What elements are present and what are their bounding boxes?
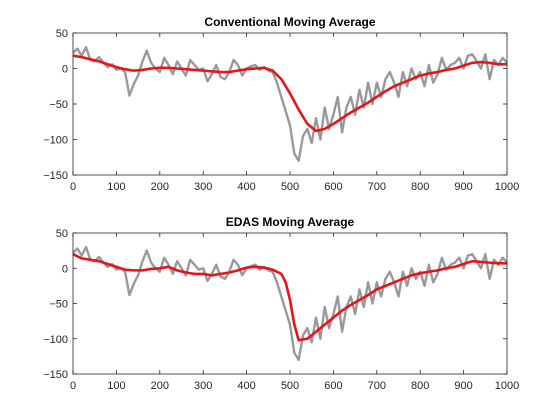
raw-signal-line-bottom: [72, 245, 508, 362]
x-tick-label-top: 400: [237, 181, 255, 193]
subplot-top: Conventional Moving Average 0 100 200 300 40…: [43, 15, 519, 193]
x-tick-label-bottom: 400: [237, 380, 255, 392]
x-tick-label-top: 100: [107, 181, 125, 193]
x-tick-label-top: 0: [70, 181, 76, 193]
y-tick-label-bottom: −150: [43, 369, 68, 381]
y-tick-label-top: −50: [49, 99, 68, 111]
x-tick-label-bottom: 300: [194, 380, 212, 392]
y-tick-label-top: −150: [43, 170, 68, 182]
x-tick-label-top: 800: [411, 181, 429, 193]
chart-title-top: Conventional Moving Average: [204, 15, 375, 29]
x-tick-label-bottom: 800: [411, 380, 429, 392]
x-tick-label-top: 700: [368, 181, 386, 193]
y-tick-label-bottom: −100: [43, 334, 68, 346]
y-tick-label-top: −100: [43, 135, 68, 147]
x-tick-label-top: 600: [324, 181, 342, 193]
moving-average-line-bottom: [72, 252, 507, 342]
y-tick-label-top: 0: [62, 64, 68, 76]
plot-area-top: 0 100 200 300 400 500 600 700 800 900 1000500−50−1…: [43, 28, 519, 193]
x-tick-label-top: 900: [454, 181, 472, 193]
x-tick-label-bottom: 0: [70, 380, 76, 392]
x-tick-label-bottom: 200: [151, 380, 169, 392]
x-tick-label-bottom: 700: [368, 380, 386, 392]
x-tick-label-bottom: 900: [454, 380, 472, 392]
x-tick-label-top: 1000: [495, 181, 519, 193]
axes-box-bottom: [72, 232, 508, 375]
chart-title-bottom: EDAS Moving Average: [226, 215, 355, 229]
subplot-bottom: EDAS Moving Average 0 100 200 300 400 500 600 7…: [43, 215, 519, 392]
x-tick-label-top: 300: [194, 181, 212, 193]
y-tick-label-bottom: 50: [56, 228, 68, 240]
x-tick-label-top: 200: [151, 181, 169, 193]
axes-box-top: [72, 32, 508, 176]
raw-signal-line-top: [72, 46, 508, 163]
y-tick-label-top: 50: [56, 28, 68, 40]
x-tick-label-bottom: 600: [324, 380, 342, 392]
plot-area-bottom: 0 100 200 300 400 500 600 700 800 900 1000500−50−1…: [43, 228, 519, 392]
y-tick-label-bottom: −50: [49, 299, 68, 311]
y-tick-label-bottom: 0: [62, 263, 68, 275]
x-tick-label-bottom: 500: [281, 380, 299, 392]
x-tick-label-top: 500: [281, 181, 299, 193]
x-tick-label-bottom: 1000: [495, 380, 519, 392]
moving-average-line-top: [72, 54, 507, 133]
x-tick-label-bottom: 100: [107, 380, 125, 392]
